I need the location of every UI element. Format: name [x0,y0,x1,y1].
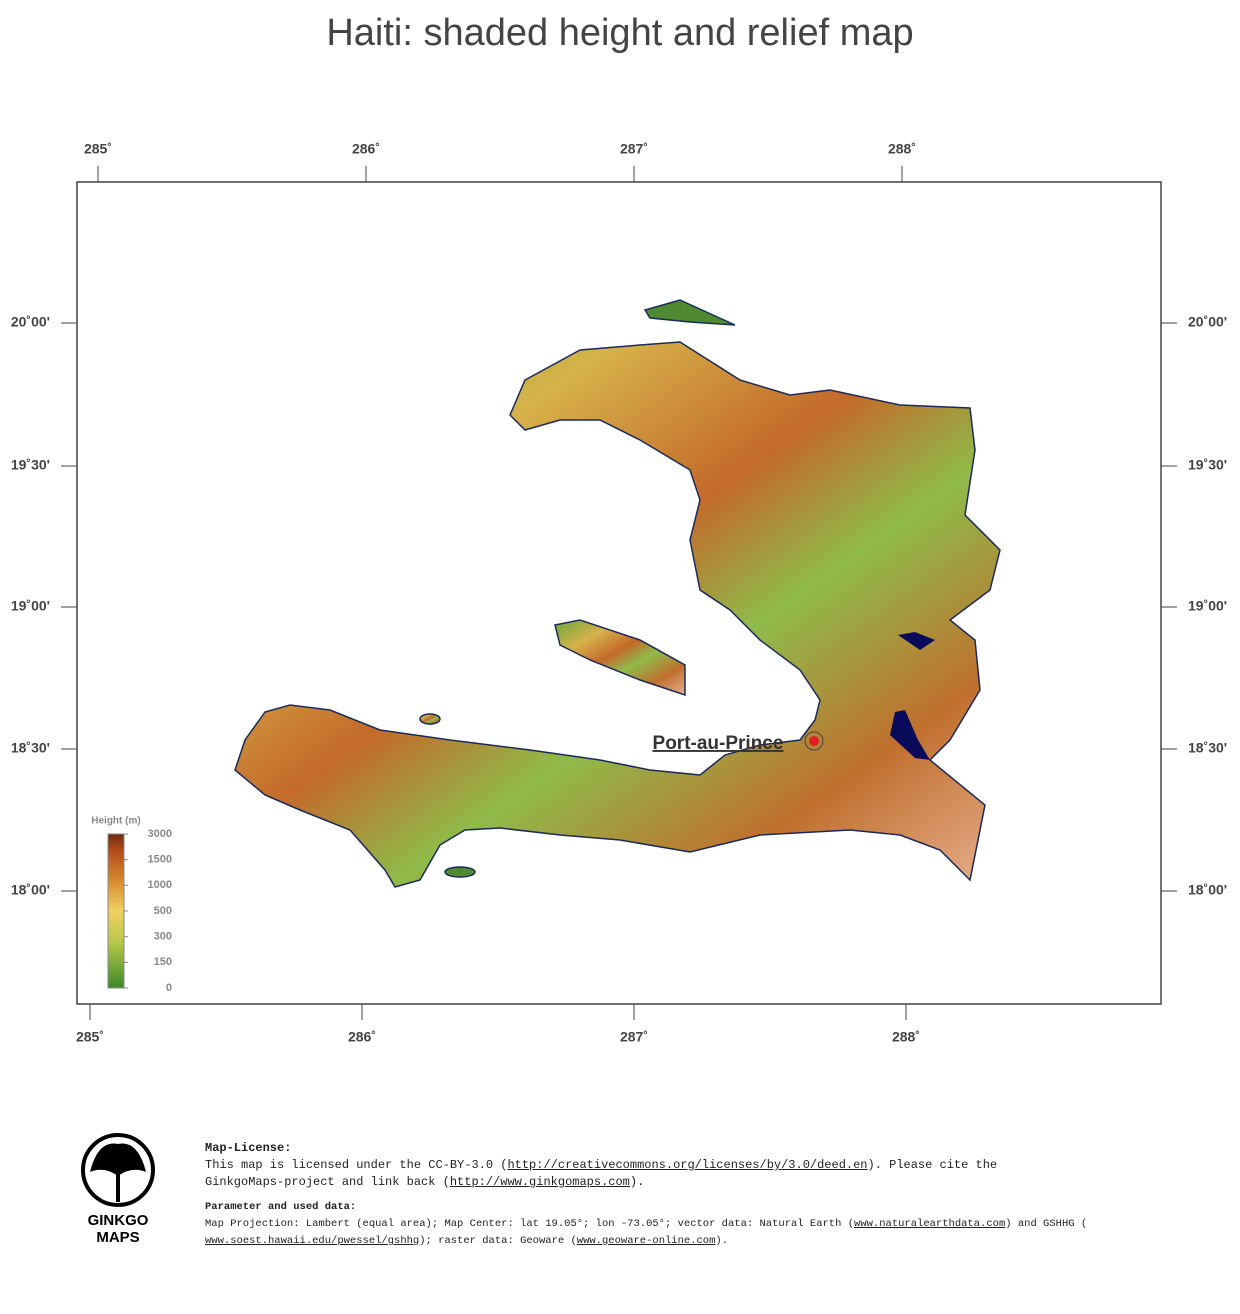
params-line: www.soest.hawaii.edu/pwessel/gshhg); ras… [205,1233,1087,1250]
text: GinkgoMaps-project and link back ( [205,1175,450,1189]
islet [419,713,441,725]
lat-label: 18˚30' [11,740,50,756]
text: ). [629,1175,645,1189]
lat-label: 19˚00' [11,598,50,614]
lon-label: 287˚ [620,141,648,157]
license-line: GinkgoMaps-project and link back (http:/… [205,1174,1087,1191]
lat-label: 18˚00' [11,882,50,898]
map-frame [76,181,1162,1005]
haiti-mainland [234,341,1001,888]
logo-text: MAPS [96,1229,139,1246]
text: This map is licensed under the CC-BY-3.0… [205,1158,508,1172]
legend-label: 1000 [148,879,172,891]
logo-ring [81,1133,155,1207]
text: ); raster data: Geoware ( [419,1235,577,1247]
link[interactable]: www.geoware-online.com [576,1235,716,1247]
legend-label: 3000 [148,828,172,840]
lon-label: 288˚ [888,141,916,157]
text: ). Please cite the [867,1158,998,1172]
text: ) and GSHHG ( [1005,1218,1088,1230]
lon-label: 285˚ [84,141,112,157]
lat-label: 18˚30' [1188,740,1227,756]
map: Haiti: shaded height and relief map Port… [11,12,1227,1045]
params-line: Map Projection: Lambert (equal area); Ma… [205,1216,1087,1233]
lake [898,632,935,650]
tortuga-island [643,299,736,326]
logo-leaf [90,1143,146,1176]
gonave-island [554,619,686,697]
city-label: Port-au-Prince [653,733,784,754]
legend-label: 0 [166,982,172,994]
lon-label: 287˚ [620,1029,648,1045]
lon-label: 286˚ [352,141,380,157]
text: Map Projection: Lambert (equal area); Ma… [205,1218,855,1230]
link[interactable]: http://creativecommons.org/licenses/by/3… [507,1158,868,1172]
lat-label: 19˚00' [1188,598,1227,614]
lat-label: 20˚00' [1188,314,1227,330]
lat-label: 19˚30' [1188,457,1227,473]
lon-label: 285˚ [76,1029,104,1045]
license-heading: Map-License: [205,1141,292,1155]
city-marker [809,736,819,746]
legend-scale [107,833,125,989]
title: Haiti: shaded height and relief map [326,12,913,54]
text: ). [715,1235,729,1247]
lon-label: 286˚ [348,1029,376,1045]
legend-label: 150 [154,956,172,968]
link[interactable]: www.soest.hawaii.edu/pwessel/gshhg [205,1235,420,1247]
lake [890,710,930,760]
legend-label: 300 [154,931,172,943]
legend-label: 500 [154,905,172,917]
link[interactable]: http://www.ginkgomaps.com [449,1175,630,1189]
city-ring [804,731,824,751]
land [234,299,1001,888]
license-line: This map is licensed under the CC-BY-3.0… [205,1157,1087,1174]
lon-label: 288˚ [892,1029,920,1045]
islet [444,866,476,878]
lat-label: 19˚30' [11,457,50,473]
footer: Map-License: This map is licensed under … [205,1140,1087,1250]
link[interactable]: www.naturalearthdata.com [854,1218,1006,1230]
logo-text: GINKGO [88,1212,149,1229]
legend-label: 1500 [148,854,172,866]
lat-label: 20˚00' [11,314,50,330]
lat-label: 18˚00' [1188,882,1227,898]
params-heading: Parameter and used data: [205,1201,357,1213]
legend-title: Height (m) [91,816,140,827]
logo: GINKGO MAPS [81,1133,155,1246]
